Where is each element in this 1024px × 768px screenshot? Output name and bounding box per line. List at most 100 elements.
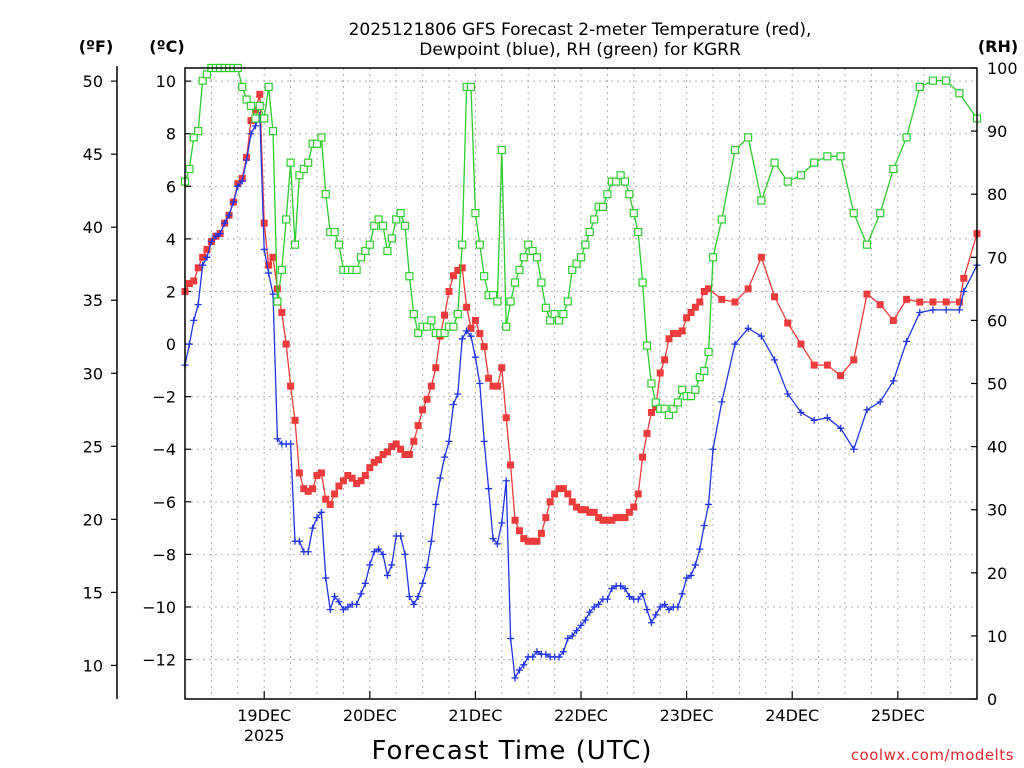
celsius-tick-label: −4	[152, 440, 176, 459]
temperature-point	[489, 382, 497, 390]
dewpoint-point	[331, 592, 339, 600]
dewpoint-point	[581, 616, 589, 624]
temperature-point	[463, 303, 471, 311]
dewpoint-point	[243, 156, 251, 164]
dewpoint-point	[185, 340, 193, 348]
temperature-point	[335, 482, 343, 490]
temperature-point	[203, 245, 211, 253]
temperature-point	[621, 514, 629, 522]
temperature-point	[441, 311, 449, 319]
dewpoint-point	[273, 435, 281, 443]
dewpoint-point	[432, 500, 440, 508]
dewpoint-point	[436, 474, 444, 482]
dewpoint-point	[674, 603, 682, 611]
credit-text: coolwx.com/modelts	[851, 746, 1014, 764]
celsius-tick-label: 0	[166, 335, 176, 354]
temperature-point	[524, 537, 532, 545]
temperature-point	[344, 472, 352, 480]
dewpoint-point	[731, 340, 739, 348]
fahrenheit-tick-label: 50	[83, 72, 103, 91]
rh-point	[902, 133, 911, 142]
rh-point	[620, 177, 630, 186]
dewpoint-point	[533, 648, 541, 656]
celsius-axis-unit: (ºC)	[149, 37, 184, 56]
temperature-point	[889, 316, 897, 324]
temperature-point	[269, 253, 277, 261]
dewpoint-point	[313, 514, 321, 522]
dewpoint-point	[577, 621, 585, 629]
temperature-point	[691, 303, 699, 311]
rh-point	[352, 265, 361, 275]
dewpoint-point	[251, 122, 259, 130]
dewpoint-point	[603, 595, 611, 603]
rh-point	[695, 373, 704, 382]
rh-point	[700, 366, 709, 375]
temperature-point	[555, 485, 563, 493]
temperature-point	[300, 485, 308, 493]
temperature-point	[502, 414, 510, 422]
rh-point	[414, 328, 423, 338]
rh-point	[616, 171, 625, 180]
celsius-tick-label: 6	[166, 177, 176, 196]
rh-axis-unit: (RH)	[978, 37, 1018, 56]
dewpoint-point	[687, 571, 695, 579]
temperature-point	[454, 266, 462, 274]
rh-point	[365, 240, 374, 249]
temperature-point	[850, 356, 858, 364]
temperature-point	[823, 361, 831, 369]
temperature-point	[295, 469, 303, 477]
rh-point	[730, 145, 740, 155]
rh-point	[282, 215, 291, 224]
temperature-point	[291, 416, 299, 424]
rh-point	[330, 227, 339, 237]
rh-point	[506, 297, 515, 306]
temperature-point	[863, 290, 871, 298]
temperature-point	[493, 382, 501, 390]
dewpoint-point	[502, 477, 510, 485]
rh-point	[493, 297, 502, 306]
celsius-tick-label: −10	[142, 598, 176, 617]
temperature-point	[568, 498, 576, 506]
temperature-point	[485, 374, 493, 382]
x-tick-label: 21DEC	[448, 706, 502, 725]
dewpoint-point	[207, 238, 215, 246]
dewpoint-point	[586, 608, 594, 616]
temperature-point	[480, 343, 488, 351]
temperature-point	[357, 477, 365, 485]
celsius-tick-label: −8	[152, 545, 176, 564]
rh-point	[396, 209, 405, 218]
dewpoint-point	[234, 182, 242, 190]
rh-point	[686, 392, 696, 401]
temperature-point	[282, 340, 290, 348]
temperature-point	[581, 506, 589, 514]
rh-point	[541, 303, 550, 312]
temperature-point	[634, 490, 642, 498]
rh-point	[664, 410, 674, 420]
rh-point	[251, 114, 260, 123]
temperature-point	[876, 301, 884, 309]
rh-point	[942, 76, 951, 85]
rh-point	[576, 253, 586, 262]
rh-point	[480, 272, 489, 281]
temperature-point	[744, 285, 752, 293]
temperature-point	[313, 472, 321, 480]
rh-point	[400, 221, 410, 230]
temperature-point	[683, 314, 691, 322]
temperature-point	[405, 450, 413, 458]
temperature-point	[278, 309, 286, 317]
temperature-point	[199, 253, 207, 261]
dewpoint-point	[269, 290, 277, 298]
dewpoint-point	[423, 564, 431, 572]
rh-point	[823, 152, 832, 161]
temperature-point	[304, 487, 312, 495]
dewpoint-point	[212, 232, 220, 240]
rh-tick-label: 10	[987, 627, 1007, 646]
dewpoint-point	[691, 561, 699, 569]
rh-point	[642, 341, 652, 350]
temperature-point	[590, 508, 598, 516]
rh-point	[299, 164, 308, 174]
temperature-point	[353, 479, 361, 487]
series-temperature	[181, 90, 981, 545]
fahrenheit-tick-label: 25	[83, 437, 103, 456]
plot-frame	[184, 67, 978, 700]
